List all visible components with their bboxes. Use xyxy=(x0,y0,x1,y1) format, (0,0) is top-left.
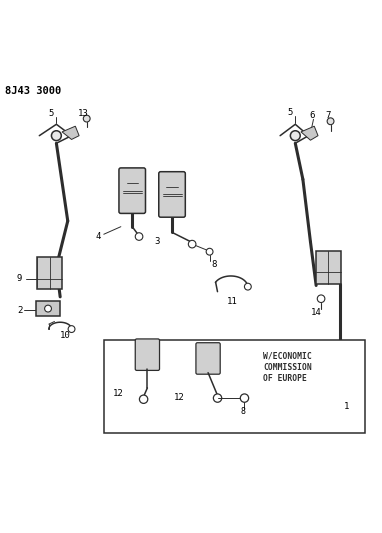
Polygon shape xyxy=(62,126,79,140)
Circle shape xyxy=(68,326,75,333)
Text: 9: 9 xyxy=(17,274,22,283)
Text: 10: 10 xyxy=(60,331,71,340)
Text: 13: 13 xyxy=(78,109,88,118)
Text: 5: 5 xyxy=(287,108,292,117)
Text: W/ECONOMIC
COMMISSION
OF EUROPE: W/ECONOMIC COMMISSION OF EUROPE xyxy=(263,352,312,383)
Circle shape xyxy=(214,394,222,402)
Circle shape xyxy=(139,395,148,403)
Text: 2: 2 xyxy=(17,305,22,314)
Text: 8J43 3000: 8J43 3000 xyxy=(5,86,62,95)
Circle shape xyxy=(135,233,143,240)
Bar xyxy=(37,257,62,289)
Text: 8: 8 xyxy=(241,407,246,416)
Text: 3: 3 xyxy=(154,237,160,246)
Circle shape xyxy=(45,305,52,312)
Text: 8: 8 xyxy=(212,260,217,269)
Bar xyxy=(316,252,341,284)
Circle shape xyxy=(188,240,196,248)
Polygon shape xyxy=(301,126,318,140)
Text: 6: 6 xyxy=(310,111,315,120)
Circle shape xyxy=(206,248,213,255)
Text: 12: 12 xyxy=(174,393,185,402)
FancyBboxPatch shape xyxy=(196,343,220,374)
Circle shape xyxy=(240,394,249,402)
Circle shape xyxy=(52,131,61,141)
Text: 7: 7 xyxy=(325,111,331,120)
Bar xyxy=(104,341,366,433)
Text: 11: 11 xyxy=(227,297,238,306)
FancyBboxPatch shape xyxy=(135,339,160,370)
Text: 1: 1 xyxy=(344,402,349,411)
Text: 14: 14 xyxy=(311,308,322,317)
Text: 12: 12 xyxy=(113,389,124,398)
Text: 5: 5 xyxy=(48,109,53,118)
Circle shape xyxy=(83,115,90,122)
Bar xyxy=(36,301,60,316)
Circle shape xyxy=(327,118,334,125)
Circle shape xyxy=(317,295,325,303)
Circle shape xyxy=(290,131,300,141)
Circle shape xyxy=(244,283,251,290)
Text: 4: 4 xyxy=(96,232,101,241)
FancyBboxPatch shape xyxy=(119,168,146,213)
FancyBboxPatch shape xyxy=(159,172,185,217)
